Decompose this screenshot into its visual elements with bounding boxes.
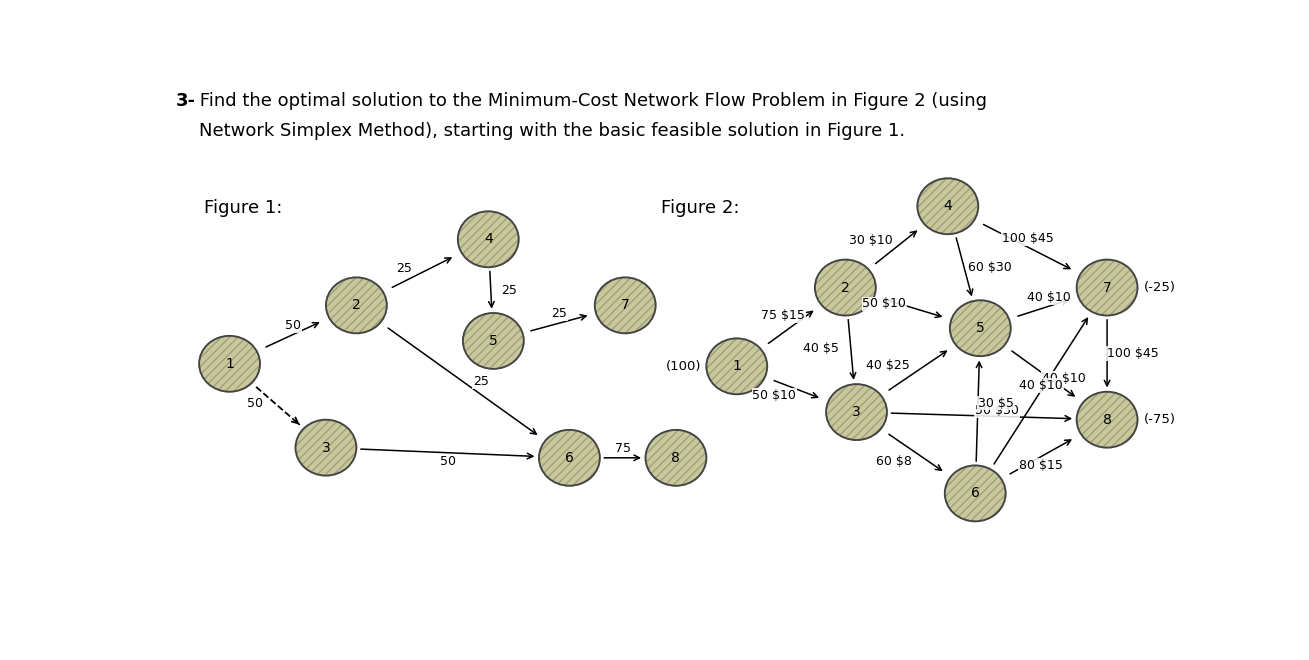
Text: (-25): (-25): [1144, 281, 1175, 294]
Text: 3: 3: [322, 441, 330, 455]
Ellipse shape: [296, 420, 356, 476]
Text: 7: 7: [620, 298, 630, 312]
Ellipse shape: [326, 277, 387, 333]
Text: 1: 1: [732, 359, 741, 374]
Ellipse shape: [918, 178, 978, 234]
Text: 100 $45: 100 $45: [1106, 347, 1158, 360]
Text: 4: 4: [484, 232, 492, 246]
Text: 5: 5: [490, 334, 497, 348]
Text: 3-: 3-: [175, 92, 196, 110]
Text: 2: 2: [840, 280, 850, 294]
Text: 75 $15: 75 $15: [761, 310, 805, 322]
Text: 4: 4: [944, 199, 952, 213]
Text: 50: 50: [247, 397, 263, 410]
Text: 25: 25: [501, 284, 517, 296]
Text: 30 $5: 30 $5: [978, 397, 1014, 410]
Text: 25: 25: [397, 262, 412, 275]
Ellipse shape: [826, 384, 888, 440]
Text: 30 $10: 30 $10: [850, 234, 893, 248]
Ellipse shape: [458, 211, 518, 267]
Text: 80 $15: 80 $15: [1020, 459, 1063, 472]
Text: 40 $5: 40 $5: [802, 343, 839, 355]
Text: 60 $30: 60 $30: [967, 261, 1012, 274]
Ellipse shape: [1077, 259, 1138, 315]
Ellipse shape: [199, 336, 260, 392]
Text: (-75): (-75): [1144, 413, 1175, 426]
Text: 6: 6: [971, 486, 979, 500]
Text: 50 $10: 50 $10: [753, 389, 796, 402]
Text: 6: 6: [565, 451, 573, 465]
Text: 40 $10: 40 $10: [1026, 291, 1071, 304]
Ellipse shape: [463, 313, 524, 369]
Ellipse shape: [1077, 392, 1138, 447]
Text: 75: 75: [615, 442, 631, 455]
Text: 40 $25: 40 $25: [867, 358, 910, 372]
Text: Find the optimal solution to the Minimum-Cost Network Flow Problem in Figure 2 (: Find the optimal solution to the Minimum…: [194, 92, 987, 110]
Text: 5: 5: [977, 321, 984, 335]
Text: Network Simplex Method), starting with the basic feasible solution in Figure 1.: Network Simplex Method), starting with t…: [175, 122, 905, 141]
Text: 40 $10: 40 $10: [1042, 372, 1086, 385]
Text: 50: 50: [440, 455, 456, 469]
Ellipse shape: [594, 277, 656, 333]
Ellipse shape: [539, 430, 600, 486]
Text: 7: 7: [1102, 280, 1111, 294]
Text: 60 $8: 60 $8: [876, 455, 911, 469]
Text: 8: 8: [1102, 412, 1111, 427]
Text: 50 $10: 50 $10: [863, 297, 906, 310]
Text: 40 $10: 40 $10: [1020, 379, 1063, 392]
Text: (100): (100): [666, 360, 702, 373]
Ellipse shape: [816, 259, 876, 315]
Text: 8: 8: [672, 451, 681, 465]
Ellipse shape: [645, 430, 707, 486]
Ellipse shape: [950, 300, 1011, 356]
Text: 25: 25: [474, 375, 490, 388]
Text: 3: 3: [852, 405, 861, 419]
Text: 50 $30: 50 $30: [975, 405, 1018, 417]
Text: 25: 25: [551, 308, 567, 321]
Text: Figure 2:: Figure 2:: [661, 199, 740, 216]
Text: 2: 2: [352, 298, 361, 312]
Ellipse shape: [945, 465, 1005, 521]
Text: Figure 1:: Figure 1:: [204, 199, 283, 216]
Text: 50: 50: [285, 319, 301, 332]
Text: 1: 1: [225, 357, 234, 371]
Text: 100 $45: 100 $45: [1001, 232, 1054, 246]
Ellipse shape: [707, 339, 767, 394]
